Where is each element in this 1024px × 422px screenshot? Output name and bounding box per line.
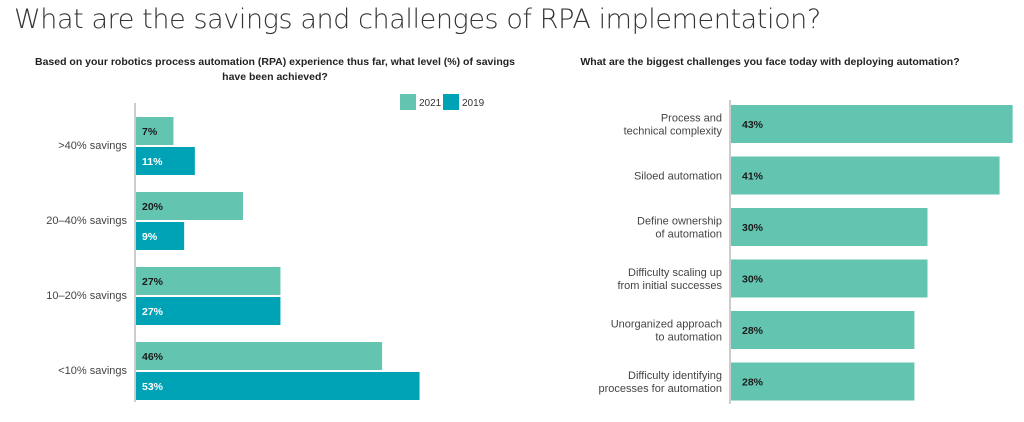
challenge-category-label: Process and [661,113,722,125]
savings-bar-2019 [136,372,420,400]
challenge-data-label: 30% [742,222,764,234]
savings-data-label-2021: 46% [142,351,164,363]
savings-bar-2019 [136,147,195,175]
savings-data-label-2019: 53% [142,381,164,393]
challenge-bar [731,362,915,401]
challenge-category-label: Difficulty scaling up [628,267,722,279]
challenge-category-label: to automation [655,332,722,344]
challenge-category-label: from initial successes [617,280,722,292]
challenge-bar [731,208,928,246]
savings-category-label: 10–20% savings [46,290,127,302]
challenge-category-label: Siloed automation [634,171,722,183]
challenge-category-label: processes for automation [598,383,722,395]
savings-data-label-2019: 9% [142,231,158,243]
savings-bar-2019 [136,222,185,250]
challenge-category-label: of automation [655,229,722,241]
legend-label-2021: 2021 [419,98,442,109]
challenge-data-label: 41% [742,171,764,183]
challenge-category-label: Unorganized approach [611,319,722,331]
savings-data-label-2019: 11% [142,156,163,168]
savings-category-label: 20–40% savings [46,215,127,227]
savings-bar-2019 [136,297,281,325]
savings-bar-2021 [136,117,174,145]
savings-data-label-2021: 27% [142,276,164,288]
legend-label-2019: 2019 [462,98,485,109]
legend-swatch-2019 [443,94,459,110]
savings-data-label-2021: 7% [142,126,158,138]
challenge-data-label: 28% [742,325,764,337]
challenge-category-label: Difficulty identifying [628,370,722,382]
savings-data-label-2021: 20% [142,201,164,213]
savings-bar-2021 [136,267,281,295]
challenge-data-label: 30% [742,274,764,286]
challenge-data-label: 43% [742,119,764,131]
savings-bar-2021 [136,192,243,220]
challenge-bar [731,156,1000,195]
savings-chart: 2021 2019 >40% savings 7% 11% 20–40% savings 2… [46,94,485,402]
challenge-data-label: 28% [742,377,764,389]
challenge-category-label: technical complexity [624,126,723,138]
challenge-bar [731,105,1013,143]
legend-swatch-2021 [400,94,416,110]
savings-category-label: <10% savings [58,365,127,377]
challenge-bar [731,311,915,349]
challenges-chart-title: What are the biggest challenges you face… [580,56,960,68]
challenge-bar [731,259,928,298]
savings-category-label: >40% savings [58,140,127,152]
challenge-category-label: Define ownership [637,216,722,228]
page-title: What are the savings and challenges of R… [14,4,821,35]
savings-bar-2021 [136,342,383,370]
savings-data-label-2019: 27% [142,306,164,318]
savings-chart-title: Based on your robotics process automatio… [34,56,515,83]
